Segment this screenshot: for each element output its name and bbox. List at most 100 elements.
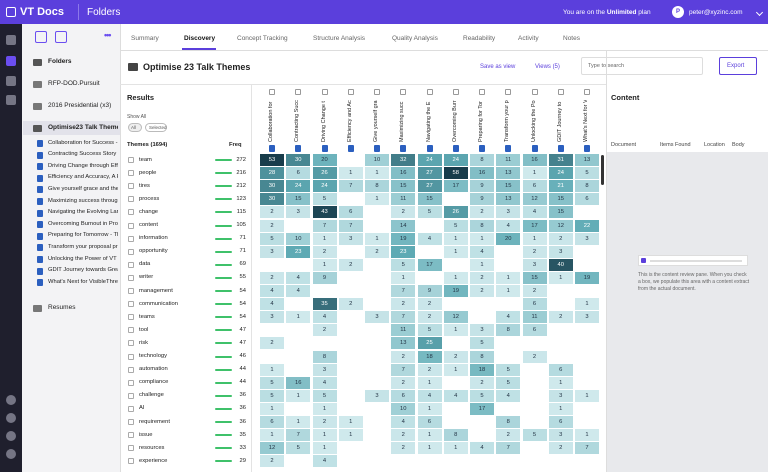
heat-cell[interactable]: 17 xyxy=(443,180,468,193)
rail-icon[interactable] xyxy=(6,56,16,66)
term[interactable]: resources xyxy=(139,444,165,451)
heat-cell[interactable]: 16 xyxy=(522,154,547,166)
document[interactable]: Unlocking the Power of VT W xyxy=(48,255,118,262)
heat-cell[interactable]: 3 xyxy=(470,324,494,337)
heat-cell[interactable]: 43 xyxy=(312,206,337,219)
heat-cell[interactable]: 1 xyxy=(365,193,389,206)
heat-cell[interactable]: 23 xyxy=(391,245,416,258)
row-checkbox[interactable] xyxy=(128,222,134,229)
heat-cell[interactable]: 11 xyxy=(391,193,416,206)
heat-cell[interactable]: 30 xyxy=(260,180,284,193)
heat-cell[interactable]: 24 xyxy=(286,180,311,193)
row-checkbox[interactable] xyxy=(128,261,134,268)
heat-cell[interactable]: 2 xyxy=(496,429,521,442)
export-button[interactable] xyxy=(719,57,757,75)
heat-cell[interactable]: 13 xyxy=(391,337,416,350)
term[interactable]: experience xyxy=(139,457,168,464)
user-email[interactable]: peter@xyzinc.com xyxy=(689,9,743,16)
term[interactable]: compliance xyxy=(139,379,169,386)
heat-cell[interactable]: 22 xyxy=(575,219,599,232)
heat-cell[interactable]: 4 xyxy=(470,442,494,455)
heat-cell[interactable]: 6 xyxy=(417,416,442,428)
heat-cell[interactable]: 4 xyxy=(470,245,494,258)
heat-cell[interactable]: 2 xyxy=(548,442,573,455)
row-checkbox[interactable] xyxy=(128,196,134,203)
column-checkbox[interactable] xyxy=(452,89,459,95)
heat-cell[interactable]: 15 xyxy=(496,180,521,193)
heat-cell[interactable]: 1 xyxy=(470,258,494,271)
heat-cell[interactable]: 2 xyxy=(417,363,442,376)
heat-cell[interactable]: 30 xyxy=(286,154,311,166)
heat-cell[interactable]: 9 xyxy=(470,180,494,193)
heat-cell[interactable]: 6 xyxy=(286,167,311,180)
heat-cell[interactable]: 8 xyxy=(312,350,337,363)
heat-cell[interactable]: 1 xyxy=(338,416,363,428)
heat-cell[interactable]: 14 xyxy=(391,219,416,232)
folder[interactable]: RFP-DOD.Pursuit xyxy=(48,80,100,87)
heat-cell[interactable]: 9 xyxy=(417,285,442,297)
heat-cell[interactable]: 15 xyxy=(522,271,547,284)
heat-cell[interactable]: 1 xyxy=(260,363,284,376)
heat-cell[interactable]: 6 xyxy=(522,298,547,311)
export-label[interactable]: Export xyxy=(727,63,745,69)
row-checkbox[interactable] xyxy=(128,419,134,425)
term[interactable]: change xyxy=(139,208,159,215)
tab[interactable]: Readability xyxy=(463,35,496,42)
heat-cell[interactable]: 6 xyxy=(548,416,573,428)
heat-cell[interactable]: 9 xyxy=(470,193,494,206)
heat-cell[interactable]: 2 xyxy=(548,311,573,324)
document[interactable]: Give yourself grace and the c xyxy=(48,185,118,192)
heat-cell[interactable]: 7 xyxy=(286,429,311,442)
row-checkbox[interactable] xyxy=(128,327,134,334)
heat-cell[interactable]: 1 xyxy=(312,429,337,442)
heat-cell[interactable]: 8 xyxy=(496,324,521,337)
heat-cell[interactable]: 16 xyxy=(470,167,494,180)
sidebar-action[interactable] xyxy=(35,31,47,43)
heat-cell[interactable]: 3 xyxy=(260,311,284,324)
heat-cell[interactable]: 20 xyxy=(312,154,337,166)
heat-cell[interactable]: 6 xyxy=(391,389,416,402)
heat-cell[interactable]: 13 xyxy=(575,154,599,166)
term[interactable]: opportunity xyxy=(139,248,168,255)
heat-cell[interactable]: 5 xyxy=(496,376,521,389)
term[interactable]: communication xyxy=(139,300,178,307)
rail-icon[interactable] xyxy=(6,95,16,105)
rail-icon[interactable] xyxy=(6,35,16,45)
heat-cell[interactable]: 2 xyxy=(391,442,416,455)
more-menu[interactable]: ••• xyxy=(104,30,112,40)
heat-cell[interactable]: 2 xyxy=(391,206,416,219)
heat-cell[interactable]: 8 xyxy=(496,416,521,428)
heat-cell[interactable]: 1 xyxy=(312,402,337,415)
heat-cell[interactable]: 5 xyxy=(391,258,416,271)
heat-cell[interactable]: 5 xyxy=(260,389,284,402)
document[interactable]: Contracting Success Story - xyxy=(48,151,118,158)
heat-cell[interactable]: 11 xyxy=(522,311,547,324)
heat-cell[interactable]: 4 xyxy=(260,298,284,311)
row-checkbox[interactable] xyxy=(128,340,134,347)
heat-cell[interactable]: 3 xyxy=(365,311,389,324)
row-checkbox[interactable] xyxy=(128,445,134,452)
heat-cell[interactable]: 32 xyxy=(391,154,416,166)
heat-cell[interactable]: 21 xyxy=(548,180,573,193)
heat-cell[interactable]: 53 xyxy=(260,154,284,166)
heat-cell[interactable]: 1 xyxy=(338,167,363,180)
column-checkbox[interactable] xyxy=(531,89,538,95)
heat-cell[interactable]: 15 xyxy=(548,193,573,206)
term[interactable]: process xyxy=(139,195,160,202)
avatar[interactable]: P xyxy=(672,6,684,18)
heat-cell[interactable]: 27 xyxy=(417,167,442,180)
heat-cell[interactable]: 1 xyxy=(286,389,311,402)
heat-cell[interactable]: 7 xyxy=(338,180,363,193)
heat-cell[interactable]: 1 xyxy=(286,416,311,428)
heat-cell[interactable]: 1 xyxy=(443,245,468,258)
heat-cell[interactable]: 19 xyxy=(443,285,468,297)
term[interactable]: challenge xyxy=(139,392,164,399)
heat-cell[interactable]: 4 xyxy=(312,376,337,389)
heat-cell[interactable]: 4 xyxy=(286,271,311,284)
heat-cell[interactable]: 12 xyxy=(443,311,468,324)
term[interactable]: writer xyxy=(139,274,154,281)
heat-cell[interactable]: 6 xyxy=(260,416,284,428)
term[interactable]: tool xyxy=(139,326,149,333)
heat-cell[interactable]: 1 xyxy=(391,271,416,284)
heat-cell[interactable]: 8 xyxy=(443,429,468,442)
